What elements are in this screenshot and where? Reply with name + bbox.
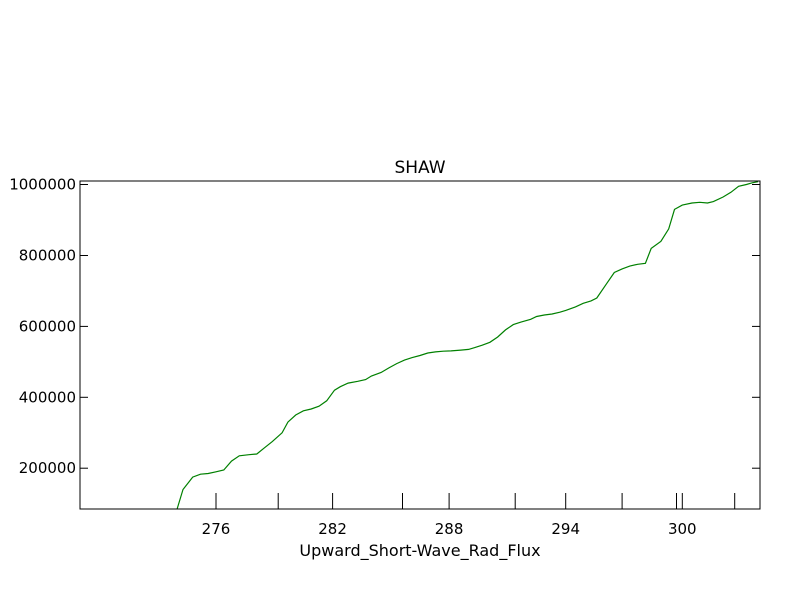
y-tick-label: 400000 — [19, 388, 76, 406]
x-tick-label: 276 — [202, 520, 231, 538]
y-axis: 200000 400000 600000 800000 1000000 — [9, 176, 760, 477]
plot-area — [176, 181, 759, 509]
x-axis-label: Upward_Short-Wave_Rad_Flux — [299, 541, 540, 561]
x-axis: 276 282 288 294 300 — [202, 493, 736, 538]
y-tick-label: 600000 — [19, 317, 76, 335]
chart-title: SHAW — [394, 158, 445, 178]
y-tick-label: 1000000 — [9, 176, 76, 194]
x-tick-label: 288 — [435, 520, 464, 538]
x-tick-label: 300 — [668, 520, 697, 538]
x-tick-label: 294 — [551, 520, 580, 538]
axes-frame — [79, 180, 761, 510]
series-line-0 — [176, 181, 759, 509]
x-tick-label: 282 — [318, 520, 347, 538]
y-tick-label: 200000 — [19, 459, 76, 477]
y-tick-label: 800000 — [19, 247, 76, 265]
